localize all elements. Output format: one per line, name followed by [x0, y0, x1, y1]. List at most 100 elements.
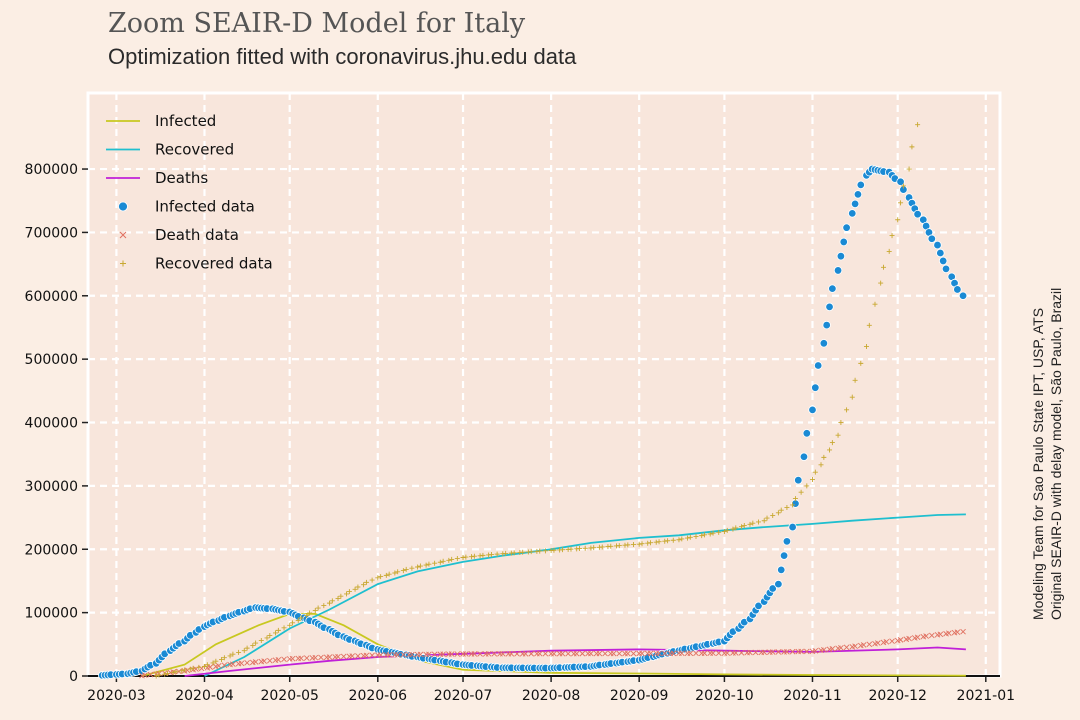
death-data-point	[536, 650, 543, 657]
infected-data-point	[768, 584, 777, 593]
infected-data-point	[828, 284, 837, 293]
recovered-data-point	[295, 617, 301, 623]
recovered-data-point	[281, 625, 287, 631]
recovered-data-point	[636, 541, 642, 547]
recovered-data-point	[329, 598, 335, 604]
death-data-point	[551, 650, 557, 657]
recovered-data-point	[591, 545, 597, 551]
death-data-point	[715, 650, 722, 657]
x-tick-label: 2020-12	[868, 688, 927, 704]
recovered-data-point	[511, 550, 517, 556]
recovered-data-point	[344, 591, 350, 597]
recovered-data-point	[273, 630, 279, 636]
recovered-data-point	[645, 540, 651, 546]
recovered-data-point	[676, 537, 682, 543]
infected-data-point	[754, 601, 763, 611]
y-tick-label: 600000	[25, 289, 78, 305]
recovered-data-point	[852, 377, 858, 383]
infected-data-point	[850, 199, 860, 209]
recovered-data-point	[417, 563, 423, 569]
recovered-data-point	[895, 217, 901, 223]
deaths-line	[184, 646, 966, 677]
death-data-point	[914, 634, 921, 641]
death-data-point	[514, 650, 520, 657]
death-data-point	[960, 628, 966, 635]
death-data-point	[866, 641, 873, 648]
recovered-data-point	[503, 550, 509, 556]
recovered-data-point	[165, 670, 171, 676]
death-data-point	[875, 640, 881, 646]
recovered-data-point	[761, 518, 767, 524]
death-data-point	[775, 649, 782, 655]
recovered-data-point	[542, 548, 548, 554]
recovered-data-point	[230, 651, 236, 657]
recovered-data-point	[190, 665, 196, 671]
death-data-point	[701, 650, 708, 657]
recovered-data-point	[818, 462, 824, 468]
recovered-data-point	[838, 420, 844, 426]
death-data-point	[142, 672, 148, 678]
recovered-data-point	[403, 566, 409, 572]
infected-data-point	[938, 256, 948, 266]
death-data-point	[670, 650, 677, 657]
death-data-point	[647, 650, 654, 657]
death-data-point	[821, 646, 827, 653]
infected-data-point	[779, 551, 789, 560]
recovered-data-point	[577, 546, 583, 552]
recovered-data-point	[616, 543, 622, 549]
y-tick-label: 100000	[25, 606, 78, 622]
recovered-data-point	[378, 574, 384, 580]
death-data-point	[747, 649, 753, 656]
recovered-data-point	[446, 557, 452, 563]
infected-data-point	[825, 302, 834, 312]
recovered-data-point	[702, 532, 708, 538]
recovered-data-point	[747, 521, 753, 527]
recovered-data-point	[241, 648, 247, 654]
death-data-point	[244, 660, 250, 666]
death-data-point	[769, 649, 776, 655]
death-data-point	[860, 642, 867, 648]
legend-death-data-label: Death data	[155, 226, 239, 244]
death-data-point	[326, 654, 333, 660]
death-data-point	[377, 652, 384, 658]
death-data-point	[349, 653, 356, 659]
recovered-data-point	[463, 554, 469, 560]
death-data-point	[454, 651, 461, 657]
infected-data-point	[811, 383, 820, 392]
recovered-data-point	[213, 658, 219, 664]
recovered-data-point	[804, 483, 810, 489]
death-data-point	[491, 651, 498, 657]
recovered-data-point	[304, 612, 310, 618]
x-tick-label: 2021-01	[957, 688, 1016, 704]
death-data-markers	[139, 628, 966, 679]
recovered-data-point	[551, 547, 557, 553]
recovered-data-point	[355, 584, 361, 590]
death-data-point	[784, 648, 790, 655]
death-data-point	[843, 644, 850, 651]
death-data-point	[477, 651, 483, 657]
death-data-point	[289, 655, 296, 662]
chart-subtitle: Optimization fitted with coronavirus.jhu…	[108, 44, 577, 69]
recovered-data-point	[326, 600, 332, 606]
recovered-data-point	[312, 608, 318, 614]
death-data-point	[463, 651, 469, 657]
death-data-point	[789, 648, 796, 655]
chart-title: Zoom SEAIR-D Model for Italy	[108, 8, 526, 39]
x-tick-label: 2020-10	[695, 688, 754, 704]
recovered-data-point	[568, 546, 574, 552]
recovered-data-point	[775, 510, 781, 516]
recovered-data-point	[707, 531, 713, 537]
recovered-data-point	[625, 542, 631, 548]
recovered-data-point	[201, 663, 207, 669]
recovered-data-point	[196, 664, 202, 670]
death-data-point	[261, 658, 267, 664]
death-data-point	[394, 651, 401, 658]
recovered-data-point	[741, 523, 747, 529]
y-tick-label: 800000	[25, 162, 78, 178]
death-data-point	[738, 649, 745, 656]
death-data-point	[946, 630, 952, 637]
death-data-point	[522, 650, 529, 657]
death-data-point	[147, 671, 154, 678]
recovered-data-point	[653, 539, 659, 545]
death-data-point	[230, 661, 236, 667]
